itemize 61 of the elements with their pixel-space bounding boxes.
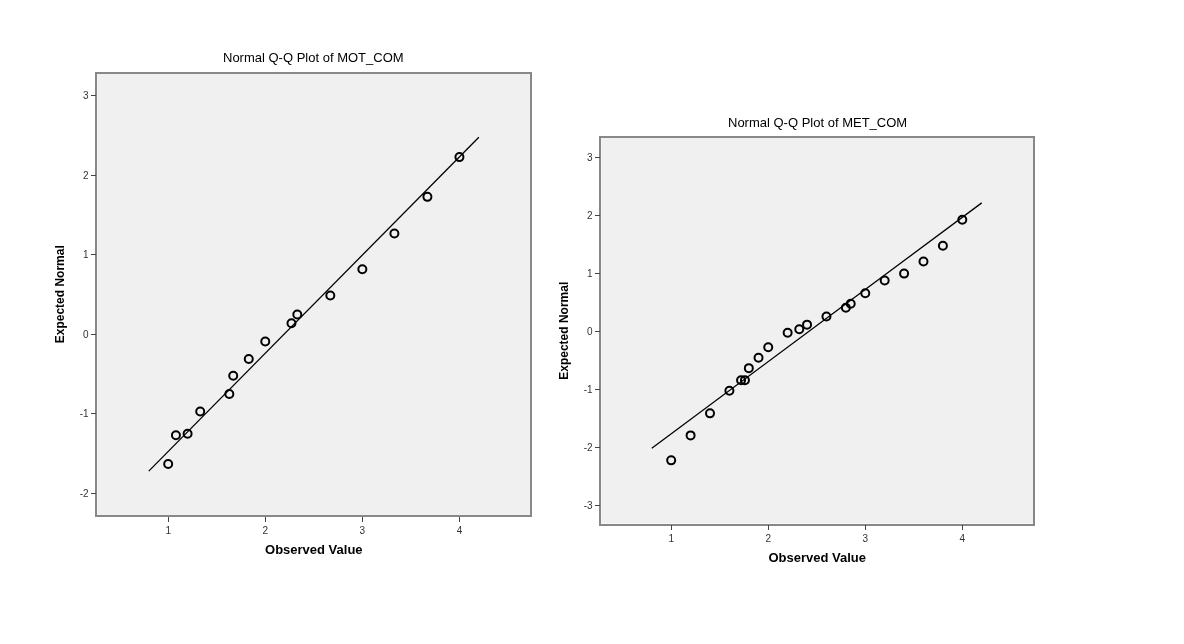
point [937, 240, 948, 251]
point [666, 455, 677, 466]
point [325, 290, 336, 301]
point [845, 298, 856, 309]
point [763, 342, 774, 353]
x-tick-label: 3 [359, 524, 366, 536]
point [224, 388, 235, 399]
y-tick-label: 3 [587, 151, 593, 163]
point [357, 264, 368, 275]
y-tick-label: -1 [79, 408, 89, 420]
point [860, 288, 871, 299]
point [802, 319, 813, 330]
y-tick-label: -2 [79, 487, 89, 499]
x-tick-label: 3 [862, 533, 869, 545]
point [821, 311, 832, 322]
x-axis-title: Observed Value [768, 550, 867, 566]
point [389, 228, 400, 239]
point [753, 352, 764, 363]
x-tick-label: 1 [668, 533, 675, 545]
point [286, 318, 297, 329]
y-tick-label: 3 [82, 90, 89, 102]
point [195, 406, 206, 417]
point [685, 430, 696, 441]
y-axis-title: Expected Normal [53, 245, 68, 344]
y-tick-label: 0 [587, 325, 593, 337]
point [243, 354, 254, 365]
y-tick-label: 1 [587, 267, 593, 279]
point [228, 370, 239, 381]
point [422, 191, 433, 202]
point [794, 324, 805, 335]
chart-title: Normal Q-Q Plot of MET_COM [728, 115, 908, 130]
y-tick-label: 2 [587, 209, 593, 221]
y-tick-label: 0 [82, 328, 89, 340]
point [724, 385, 735, 396]
point [454, 152, 465, 163]
x-tick-label: 2 [765, 533, 772, 545]
x-tick-label: 4 [456, 524, 463, 536]
point [705, 408, 715, 419]
point [743, 363, 754, 374]
x-axis-title: Observed Value [265, 541, 363, 557]
point [782, 327, 793, 338]
y-tick-label: 2 [82, 169, 89, 181]
x-tick-label: 1 [165, 524, 172, 536]
chart-title: Normal Q-Q Plot of MOT_COM [223, 50, 404, 65]
point [957, 214, 968, 225]
point [292, 309, 303, 320]
x-tick-label: 2 [262, 524, 269, 536]
point [879, 275, 890, 286]
y-tick-label: 1 [82, 249, 89, 261]
point [260, 336, 271, 347]
y-tick-label: -1 [583, 383, 593, 395]
y-tick-label: -2 [583, 441, 593, 453]
point [918, 256, 929, 267]
point [840, 302, 851, 313]
point [163, 458, 174, 469]
point [170, 430, 181, 441]
y-tick-label: -3 [583, 499, 593, 511]
y-axis-title: Expected Normal [557, 281, 572, 380]
point [182, 428, 193, 439]
x-tick-label: 4 [959, 533, 966, 545]
point [899, 268, 910, 279]
